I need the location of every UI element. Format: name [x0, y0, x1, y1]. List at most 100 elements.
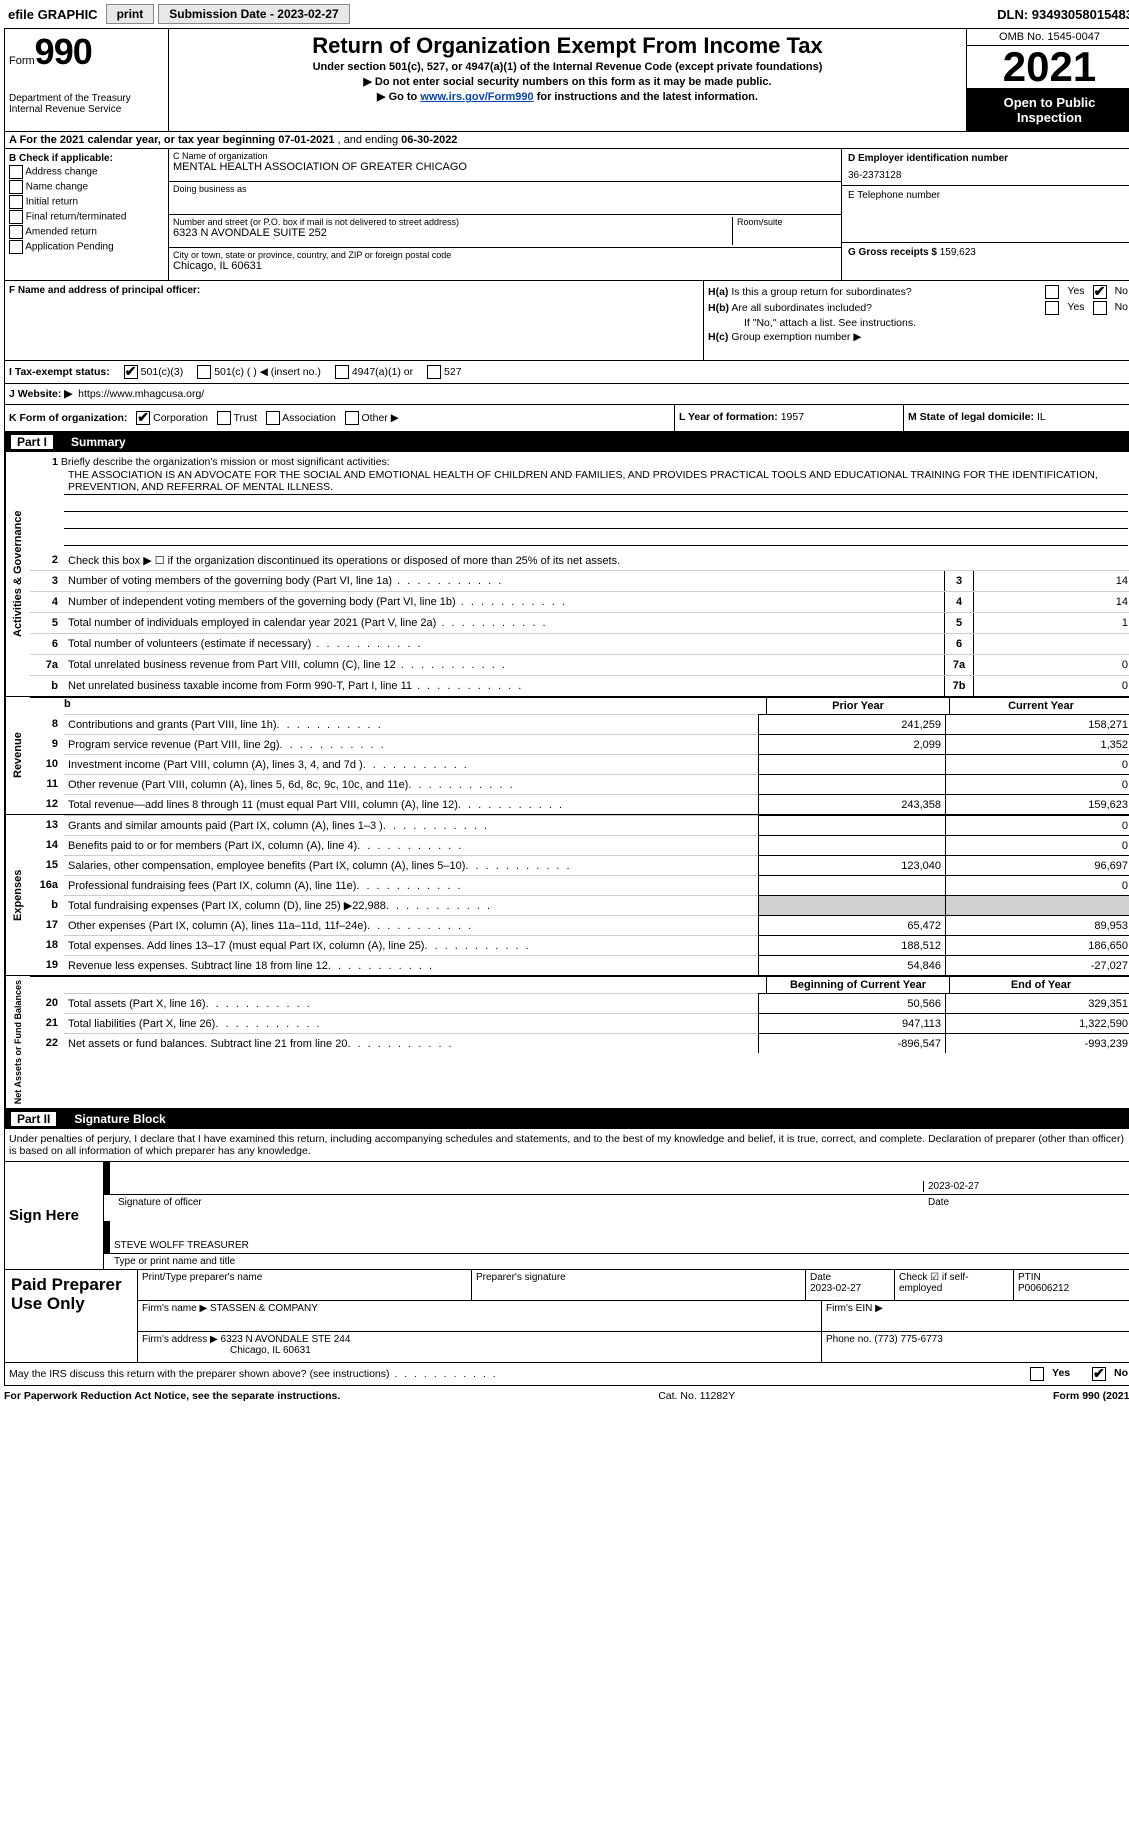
dept-label: Department of the Treasury Internal Reve… [9, 93, 164, 115]
cb-name-change[interactable]: Name change [9, 180, 164, 194]
cb-pending[interactable]: Application Pending [9, 240, 164, 254]
header-center: Return of Organization Exempt From Incom… [169, 29, 966, 131]
header-sub3: ▶ Go to www.irs.gov/Form990 for instruct… [175, 90, 960, 103]
line-7a: 7aTotal unrelated business revenue from … [30, 654, 1129, 675]
perjury-declaration: Under penalties of perjury, I declare th… [5, 1129, 1129, 1162]
form-number: 990 [35, 31, 92, 72]
tax-year: 2021 [967, 46, 1129, 89]
discuss-no[interactable] [1092, 1367, 1106, 1381]
header-right: OMB No. 1545-0047 2021 Open to Public In… [966, 29, 1129, 131]
cb-501c3[interactable] [124, 365, 138, 379]
part2-header: Part II Signature Block [4, 1109, 1129, 1129]
cb-trust[interactable] [217, 411, 231, 425]
line-b: bTotal fundraising expenses (Part IX, co… [30, 895, 1129, 915]
line-20: 20Total assets (Part X, line 16)50,56632… [30, 993, 1129, 1013]
cb-address-change[interactable]: Address change [9, 165, 164, 179]
col-c: C Name of organization MENTAL HEALTH ASS… [169, 149, 842, 280]
top-toolbar: efile GRAPHIC print Submission Date - 20… [4, 4, 1129, 24]
hb-yes[interactable] [1045, 301, 1059, 315]
firm-phone: (773) 775-6773 [874, 1334, 942, 1345]
cb-527[interactable] [427, 365, 441, 379]
row-i: I Tax-exempt status: 501(c)(3) 501(c) ( … [4, 361, 1129, 384]
city-state-zip: Chicago, IL 60631 [173, 260, 837, 272]
line-21: 21Total liabilities (Part X, line 26)947… [30, 1013, 1129, 1033]
ein: 36-2373128 [848, 170, 1126, 181]
row-klm: K Form of organization: Corporation Trus… [4, 405, 1129, 432]
inspection-notice: Open to Public Inspection [967, 89, 1129, 131]
firm-address-2: Chicago, IL 60631 [142, 1345, 817, 1356]
cb-initial-return[interactable]: Initial return [9, 195, 164, 209]
section-bcde: B Check if applicable: Address change Na… [4, 149, 1129, 281]
ha-no[interactable] [1093, 285, 1107, 299]
signature-block: Under penalties of perjury, I declare th… [4, 1129, 1129, 1270]
row-a: A For the 2021 calendar year, or tax yea… [4, 132, 1129, 149]
line-b: bNet unrelated business taxable income f… [30, 675, 1129, 696]
efile-label: efile GRAPHIC [4, 7, 102, 22]
line-9: 9Program service revenue (Part VIII, lin… [30, 734, 1129, 754]
line-14: 14Benefits paid to or for members (Part … [30, 835, 1129, 855]
section-fh: F Name and address of principal officer:… [4, 281, 1129, 361]
governance-section: Activities & Governance 1 Briefly descri… [4, 452, 1129, 697]
line-22: 22Net assets or fund balances. Subtract … [30, 1033, 1129, 1053]
col-de: D Employer identification number 36-2373… [842, 149, 1129, 280]
header-sub2: ▶ Do not enter social security numbers o… [175, 75, 960, 88]
cb-association[interactable] [266, 411, 280, 425]
line-16a: 16aProfessional fundraising fees (Part I… [30, 875, 1129, 895]
website-url: https://www.mhagcusa.org/ [78, 388, 204, 400]
principal-officer: F Name and address of principal officer: [5, 281, 704, 360]
discuss-yes[interactable] [1030, 1367, 1044, 1381]
state-domicile: IL [1037, 411, 1046, 423]
form-label: Form [9, 55, 35, 67]
irs-link[interactable]: www.irs.gov/Form990 [420, 91, 533, 103]
mission-text: THE ASSOCIATION IS AN ADVOCATE FOR THE S… [64, 468, 1128, 495]
expenses-section: Expenses 13Grants and similar amounts pa… [4, 815, 1129, 976]
cb-corporation[interactable] [136, 411, 150, 425]
sign-here-label: Sign Here [5, 1162, 104, 1269]
hb-no[interactable] [1093, 301, 1107, 315]
cb-amended[interactable]: Amended return [9, 225, 164, 239]
page-footer: For Paperwork Reduction Act Notice, see … [4, 1386, 1129, 1406]
line-15: 15Salaries, other compensation, employee… [30, 855, 1129, 875]
sign-date: 2023-02-27 [923, 1181, 1128, 1192]
line-11: 11Other revenue (Part VIII, column (A), … [30, 774, 1129, 794]
line-6: 6Total number of volunteers (estimate if… [30, 633, 1129, 654]
netassets-section: Net Assets or Fund Balances Beginning of… [4, 976, 1129, 1109]
ptin: P00606212 [1018, 1283, 1128, 1294]
dln-label: DLN: 93493058015483 [997, 7, 1129, 22]
row-j: J Website: ▶ https://www.mhagcusa.org/ [4, 384, 1129, 405]
line-19: 19Revenue less expenses. Subtract line 1… [30, 955, 1129, 975]
cb-final-return[interactable]: Final return/terminated [9, 210, 164, 224]
header-sub1: Under section 501(c), 527, or 4947(a)(1)… [175, 61, 960, 73]
org-name: MENTAL HEALTH ASSOCIATION OF GREATER CHI… [173, 161, 837, 173]
cb-4947[interactable] [335, 365, 349, 379]
street-address: 6323 N AVONDALE SUITE 252 [173, 227, 728, 239]
line-8: 8Contributions and grants (Part VIII, li… [30, 714, 1129, 734]
line-3: 3Number of voting members of the governi… [30, 570, 1129, 591]
year-formation: 1957 [781, 411, 804, 423]
ha-yes[interactable] [1045, 285, 1059, 299]
prep-date: 2023-02-27 [810, 1283, 890, 1294]
line-17: 17Other expenses (Part IX, column (A), l… [30, 915, 1129, 935]
preparer-block: Paid Preparer Use Only Print/Type prepar… [4, 1270, 1129, 1363]
cb-other[interactable] [345, 411, 359, 425]
discuss-question: May the IRS discuss this return with the… [4, 1363, 1129, 1386]
print-button[interactable]: print [106, 4, 155, 24]
cb-501c[interactable] [197, 365, 211, 379]
line-1: 1 Briefly describe the organization's mi… [30, 452, 1129, 550]
begin-end-header: Beginning of Current Year End of Year [30, 976, 1129, 993]
form-title: Return of Organization Exempt From Incom… [175, 33, 960, 59]
line-12: 12Total revenue—add lines 8 through 11 (… [30, 794, 1129, 814]
revenue-section: Revenue b Prior Year Current Year 8Contr… [4, 697, 1129, 815]
submission-date-button[interactable]: Submission Date - 2023-02-27 [158, 4, 349, 24]
line-5: 5Total number of individuals employed in… [30, 612, 1129, 633]
gross-receipts: 159,623 [940, 247, 976, 258]
section-h: H(a) Is this a group return for subordin… [704, 281, 1129, 360]
header-left: Form990 Department of the Treasury Inter… [5, 29, 169, 131]
line-4: 4Number of independent voting members of… [30, 591, 1129, 612]
officer-name: STEVE WOLFF TREASURER [114, 1240, 249, 1251]
part1-header: Part I Summary [4, 432, 1129, 452]
line-18: 18Total expenses. Add lines 13–17 (must … [30, 935, 1129, 955]
col-b: B Check if applicable: Address change Na… [5, 149, 169, 280]
firm-address-1: 6323 N AVONDALE STE 244 [221, 1334, 351, 1345]
line-13: 13Grants and similar amounts paid (Part … [30, 815, 1129, 835]
